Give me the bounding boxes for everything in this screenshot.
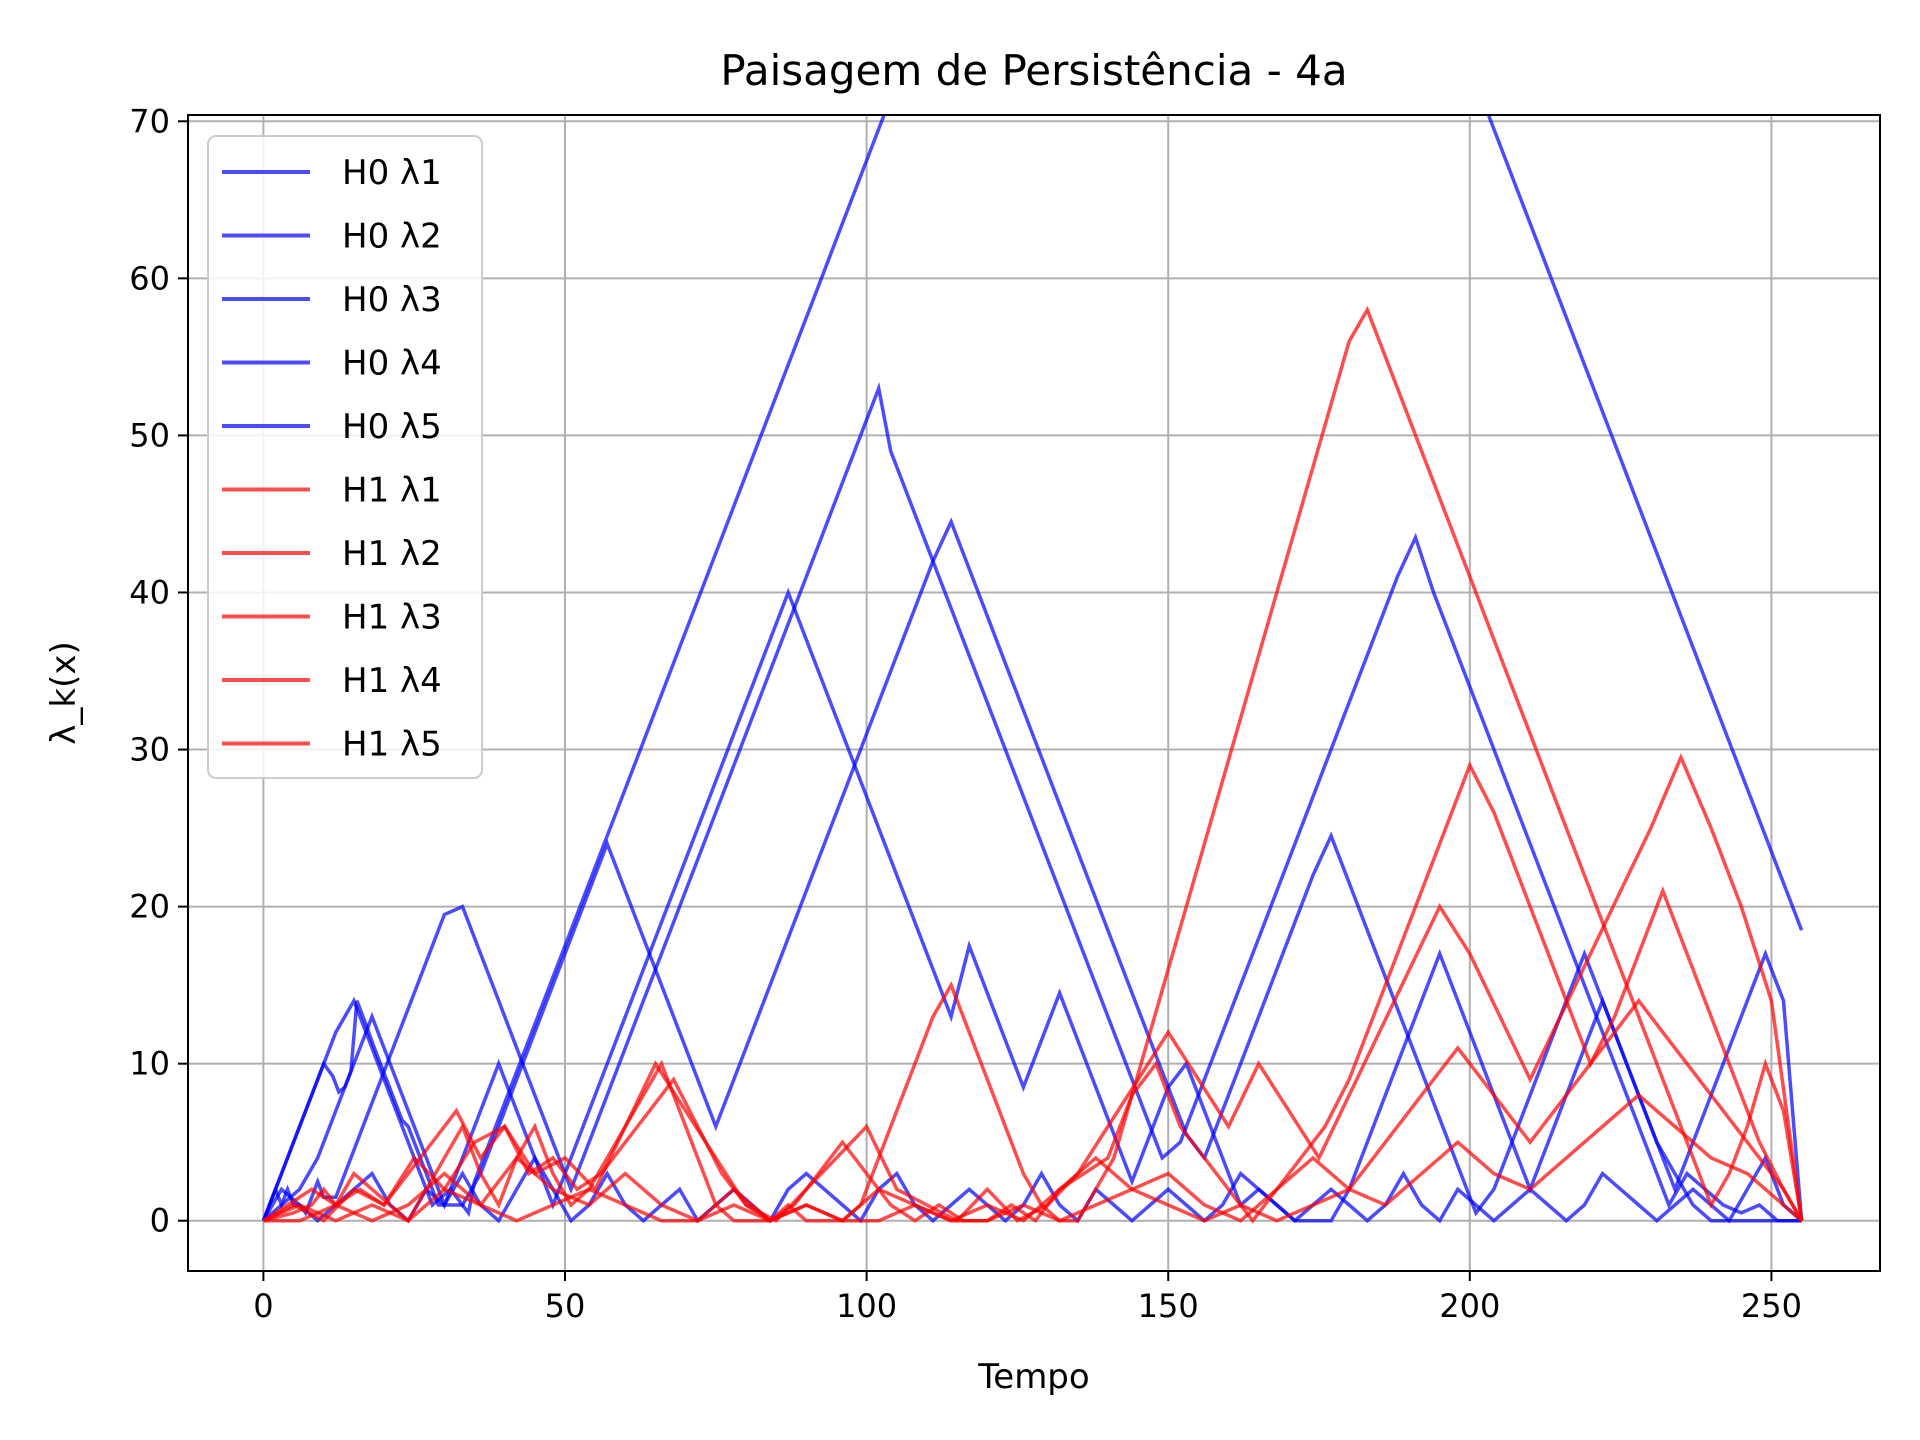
- y-axis-title: λ_k(x): [44, 641, 84, 744]
- series-line-1: [261, 381, 1802, 1223]
- legend-label-9: H1 λ5: [342, 725, 442, 765]
- series-line-9: [262, 1092, 1803, 1223]
- y-tick-label-7: 70: [129, 102, 170, 140]
- legend-label-7: H1 λ3: [342, 598, 442, 638]
- chart-title: Paisagem de Persistência - 4a: [720, 46, 1347, 95]
- x-tick-label-3: 150: [1138, 1287, 1199, 1325]
- y-tick-label-5: 50: [129, 416, 170, 454]
- x-tick-label-4: 200: [1439, 1287, 1500, 1325]
- y-tick-label-1: 10: [129, 1045, 170, 1083]
- legend-label-4: H0 λ5: [342, 407, 442, 447]
- series-line-8: [263, 997, 1804, 1223]
- series-layer: [261, 115, 1804, 1224]
- series-line-3: [262, 587, 1804, 1223]
- legend-label-0: H0 λ1: [342, 153, 442, 193]
- y-tick-label-6: 60: [129, 259, 170, 297]
- y-tick-label-4: 40: [129, 573, 170, 611]
- legend-label-2: H0 λ3: [342, 280, 442, 320]
- grid-layer: [188, 115, 1880, 1271]
- y-tick-label-2: 20: [129, 888, 170, 926]
- x-tick-label-2: 100: [836, 1287, 897, 1325]
- x-axis-title: Tempo: [977, 1357, 1089, 1397]
- legend-label-3: H0 λ4: [342, 344, 442, 384]
- series-line-2: [261, 517, 1802, 1223]
- legend-label-8: H1 λ4: [342, 661, 442, 701]
- x-tick-label-1: 50: [545, 1287, 586, 1325]
- legend-label-1: H0 λ2: [342, 217, 442, 257]
- y-tick-label-3: 30: [129, 731, 170, 769]
- axis-layer: 0 50 100 150 200 250 0 10 20 30 40 50 60 70: [129, 102, 1802, 1325]
- plot-frame: [187, 114, 1881, 1272]
- legend-label-6: H1 λ2: [342, 534, 442, 574]
- x-tick-label-0: 0: [253, 1287, 273, 1325]
- series-line-6: [262, 761, 1804, 1224]
- y-tick-label-0: 0: [150, 1202, 170, 1240]
- x-tick-label-5: 250: [1741, 1287, 1802, 1325]
- legend: H0 λ1 H0 λ2 H0 λ3 H0 λ4 H0 λ5 H1 λ1 H1 λ2 H1 λ3…: [207, 135, 483, 779]
- legend-label-5: H1 λ1: [342, 471, 442, 511]
